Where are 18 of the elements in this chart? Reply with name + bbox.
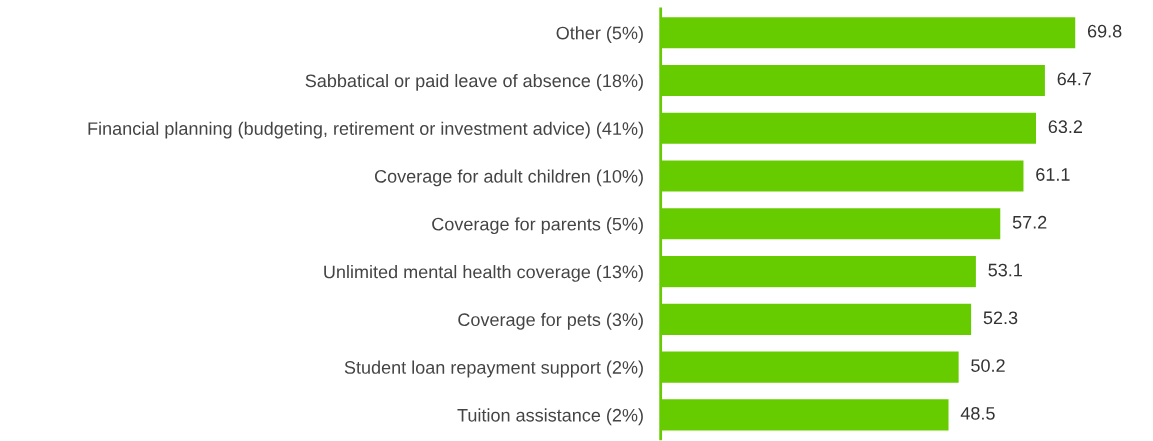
data-label: 64.7 (1057, 72, 1091, 86)
data-label: 52.3 (983, 311, 1018, 325)
y-tick-label: Tuition assistance (2%) (457, 408, 643, 426)
data-label: 50.2 (971, 359, 1005, 372)
data-label: 48.5 (960, 406, 995, 420)
data-label: 69.8 (1087, 24, 1122, 38)
y-tick-label: Unlimited mental health coverage (13%) (324, 265, 643, 282)
y-tick-label: Financial planning (budgeting, retirement or investment advice) (41%) (88, 121, 643, 139)
y-tick-label: Other (5%) (556, 26, 643, 43)
y-tick-label: Sabbatical or paid leave of absence (18%) (305, 73, 643, 91)
data-label: 57.2 (1012, 215, 1047, 229)
y-tick-label: Student loan repayment support (2%) (344, 360, 643, 378)
y-tick-label: Coverage for parents (5%) (432, 217, 643, 235)
data-label: 53.1 (988, 263, 1022, 277)
data-label: 63.2 (1048, 120, 1083, 134)
data-label: 61.1 (1036, 168, 1070, 181)
y-tick-label: Coverage for pets (3%) (458, 312, 643, 330)
y-tick-label: Coverage for adult children (10%) (374, 169, 643, 187)
